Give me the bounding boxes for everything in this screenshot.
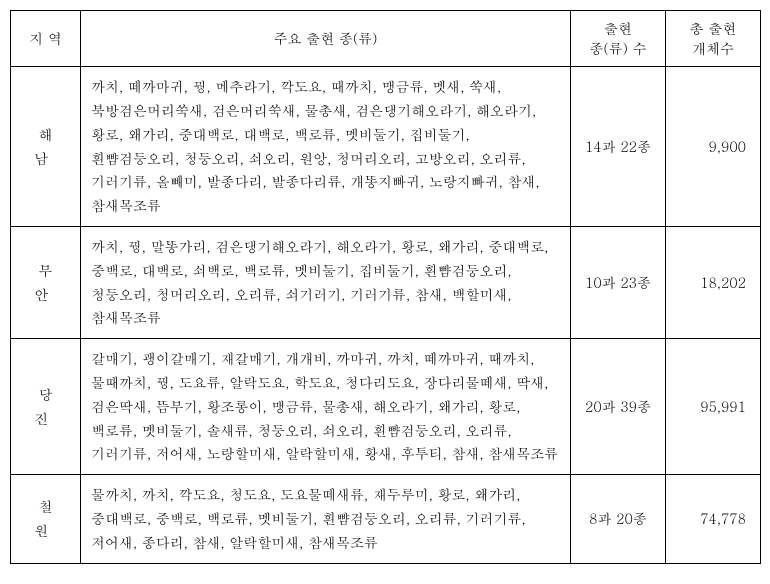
table-header-row: 지 역 주요 출현 종(류) 출현종(류) 수 총 출현개체수 <box>11 11 761 67</box>
table-row: 철 원 물까치, 까치, 깍도요, 청도요, 도요물떼새류, 재두루미, 황로,… <box>11 475 761 563</box>
table-body: 해 남 까치, 떼까마귀, 꿩, 메추라기, 깍도요, 때까치, 맹금류, 멧새… <box>11 67 761 563</box>
species-table: 지 역 주요 출현 종(류) 출현종(류) 수 총 출현개체수 해 남 까치, … <box>10 10 761 564</box>
header-species: 주요 출현 종(류) <box>81 11 571 67</box>
cell-species-count: 14과 22종 <box>571 67 666 227</box>
cell-total-count: 18,202 <box>666 226 761 338</box>
cell-region: 부 안 <box>11 226 81 338</box>
cell-species: 까치, 꿩, 말똥가리, 검은댕기해오라기, 해오라기, 황로, 왜가리, 중대… <box>81 226 571 338</box>
table-row: 당 진 갈매기, 괭이갈매기, 재갈매기, 개개비, 까마귀, 까치, 떼까마귀… <box>11 339 761 475</box>
cell-total-count: 74,778 <box>666 475 761 563</box>
cell-species: 갈매기, 괭이갈매기, 재갈매기, 개개비, 까마귀, 까치, 떼까마귀, 때까… <box>81 339 571 475</box>
table-row: 부 안 까치, 꿩, 말똥가리, 검은댕기해오라기, 해오라기, 황로, 왜가리… <box>11 226 761 338</box>
header-region: 지 역 <box>11 11 81 67</box>
cell-species: 물까치, 까치, 깍도요, 청도요, 도요물떼새류, 재두루미, 황로, 왜가리… <box>81 475 571 563</box>
cell-region: 해 남 <box>11 67 81 227</box>
cell-region: 당 진 <box>11 339 81 475</box>
table-row: 해 남 까치, 떼까마귀, 꿩, 메추라기, 깍도요, 때까치, 맹금류, 멧새… <box>11 67 761 227</box>
header-species-count: 출현종(류) 수 <box>571 11 666 67</box>
cell-species: 까치, 떼까마귀, 꿩, 메추라기, 깍도요, 때까치, 맹금류, 멧새, 쑥새… <box>81 67 571 227</box>
cell-total-count: 95,991 <box>666 339 761 475</box>
cell-total-count: 9,900 <box>666 67 761 227</box>
header-total-count: 총 출현개체수 <box>666 11 761 67</box>
cell-region: 철 원 <box>11 475 81 563</box>
cell-species-count: 10과 23종 <box>571 226 666 338</box>
cell-species-count: 20과 39종 <box>571 339 666 475</box>
cell-species-count: 8과 20종 <box>571 475 666 563</box>
